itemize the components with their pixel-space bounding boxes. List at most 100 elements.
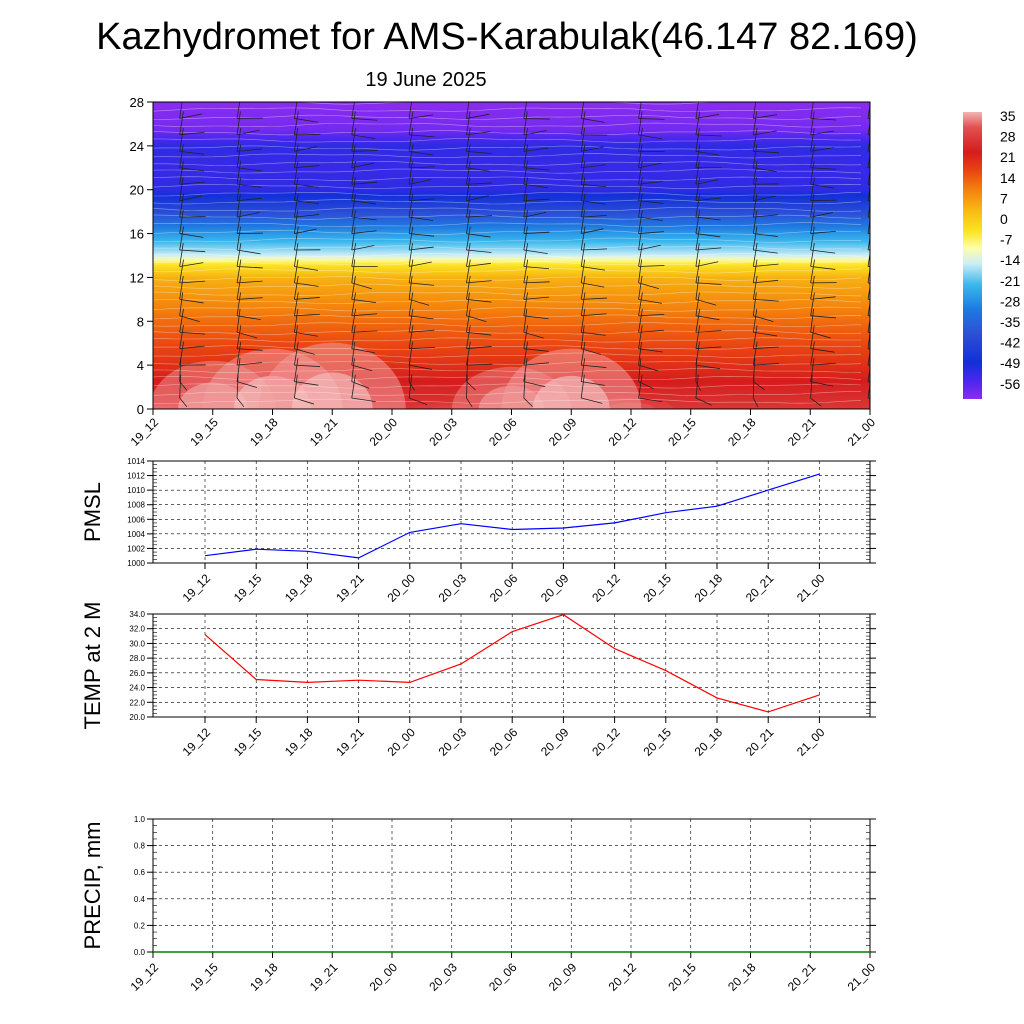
wind-barb-flag (408, 381, 415, 391)
wind-barb-staff (466, 127, 471, 152)
wind-barb-flag (236, 397, 245, 408)
wind-barb-flag (581, 118, 605, 123)
contour-line (153, 207, 862, 212)
wind-barb-staff (752, 308, 758, 333)
wind-barb-flag (695, 233, 721, 238)
wind-barb-flag (753, 130, 777, 136)
wind-barb-flag (638, 313, 665, 317)
wind-barb-flag (638, 231, 665, 234)
wind-barb-flag (466, 249, 492, 253)
contour-line (153, 368, 862, 374)
wind-barb-flag (351, 118, 378, 121)
wind-barb-flag (695, 381, 701, 391)
x-tick-label: 19_15 (231, 725, 265, 759)
wind-barb-staff (294, 259, 299, 283)
wind-barb-flag (753, 346, 779, 350)
wind-barb-flag (179, 113, 203, 119)
x-tick-label: 21_00 (845, 415, 879, 449)
wind-barb-staff (695, 325, 701, 349)
wind-barb-staff (236, 160, 242, 185)
wind-barb-staff (523, 292, 528, 316)
wind-barb-flag (867, 397, 870, 399)
wind-barb-flag (523, 130, 547, 136)
wind-barb-staff (466, 308, 471, 333)
wind-barb-flag (294, 313, 321, 317)
wind-barb-flag (638, 265, 665, 267)
wind-barb-flag (294, 146, 317, 152)
wind-barb-flag (409, 216, 434, 221)
warm-anomaly-core (153, 405, 175, 409)
wind-barb-staff (466, 160, 471, 185)
wind-barb-staff (695, 144, 701, 168)
wind-barb-staff (523, 325, 528, 349)
wind-barb-staff (638, 292, 643, 316)
wind-barb-staff (810, 102, 814, 119)
wind-barb-flag (753, 331, 778, 337)
wind-barb-staff (179, 292, 184, 316)
wind-barb-staff (810, 275, 815, 300)
colorbar-label: -7 (1000, 232, 1013, 248)
wind-barb-flag (179, 131, 205, 136)
wind-barb-flag (179, 233, 204, 238)
wind-barb-staff (752, 144, 758, 168)
wind-barb-staff (752, 111, 758, 135)
wind-barb-flag (695, 346, 722, 350)
wind-barb-staff (752, 177, 758, 201)
colorbar-label: -56 (1000, 376, 1020, 392)
wind-barb-staff (294, 341, 299, 366)
wind-barb-staff (236, 111, 241, 135)
wind-barb-staff (523, 243, 529, 267)
wind-barb-flag (179, 315, 200, 322)
wind-barb-flag (752, 397, 759, 408)
wind-barb-flag (466, 150, 492, 154)
wind-barb-flag (236, 315, 261, 320)
wind-barb-flag (753, 233, 778, 237)
wind-barb-staff (351, 325, 356, 349)
wind-barb-staff (236, 259, 242, 283)
y-tick-label: 1.0 (134, 815, 146, 824)
contour-line (153, 299, 862, 305)
wind-barb-staff (408, 325, 414, 349)
wind-barb-flag (294, 133, 321, 136)
wind-barb-staff (236, 102, 241, 119)
contour-line (153, 268, 862, 274)
wind-barb-staff (752, 210, 758, 234)
wind-barb-staff (638, 193, 643, 218)
wind-barb-flag (581, 364, 607, 368)
wind-barb-flag (179, 262, 204, 267)
wind-barb-staff (179, 341, 184, 366)
wind-barb-staff (523, 308, 528, 333)
wind-barb-flag (466, 233, 491, 238)
wind-barb-flag (237, 148, 263, 152)
wind-barb-flag (466, 167, 491, 172)
wind-barb-staff (179, 259, 184, 283)
wind-barb-staff (580, 374, 585, 399)
wind-barb-staff (294, 177, 299, 201)
wind-barb-staff (580, 144, 586, 168)
wind-barb-flag (523, 296, 550, 300)
wind-barb-flag (179, 345, 205, 350)
wind-barb-flag (638, 200, 664, 204)
x-tick-label: 20_06 (487, 725, 521, 759)
wind-barb-staff (351, 210, 356, 234)
wind-barb-flag (409, 179, 432, 185)
wind-barb-flag (523, 231, 550, 234)
wind-barb-staff (179, 160, 184, 185)
wind-barb-staff (580, 292, 586, 316)
wind-barb-flag (351, 134, 376, 140)
wind-barb-staff (351, 275, 356, 300)
wind-barb-flag (294, 331, 318, 337)
y-tick-label: 1012 (127, 472, 145, 481)
wind-barb-staff (351, 374, 356, 399)
x-tick-label: 20_21 (785, 960, 819, 994)
wind-barb-staff (695, 374, 699, 399)
wind-barb-staff (294, 102, 298, 119)
wind-barb-flag (236, 167, 262, 172)
precip-panel: 0.0 0.2 0.4 0.6 0.8 1.0 19_12 19_15 19_18 19_21 20… (80, 815, 878, 994)
wind-barb-staff (810, 144, 815, 168)
contour-line (153, 383, 862, 389)
wind-barb-flag (810, 167, 837, 170)
x-tick-label: 19_18 (282, 725, 316, 759)
x-tick-label: 20_06 (486, 960, 520, 994)
wind-barb-flag (810, 230, 836, 234)
